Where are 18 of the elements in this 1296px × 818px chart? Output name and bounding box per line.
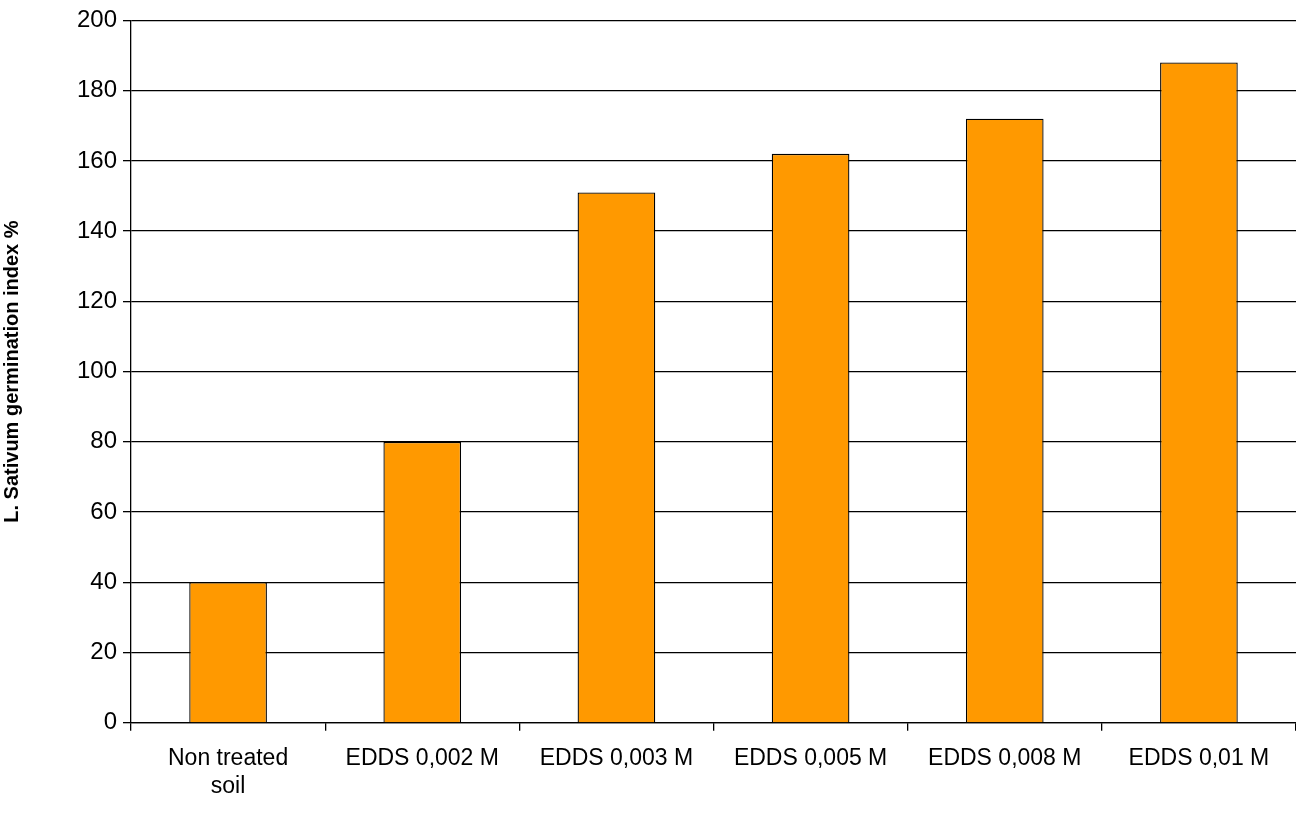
y-tick-label: 0	[103, 707, 117, 735]
y-tick-label: 80	[90, 426, 117, 454]
y-tick-label: 20	[90, 637, 117, 665]
x-tick-label: EDDS 0,008 M	[928, 743, 1082, 770]
y-tick-label: 140	[76, 215, 117, 243]
y-tick-label: 160	[76, 145, 117, 173]
y-axis-title: L. Sativum germination index %	[0, 220, 22, 523]
x-tick-label: EDDS 0,01 M	[1128, 743, 1270, 770]
y-tick-label: 200	[76, 5, 117, 33]
y-tick-label: 60	[90, 496, 117, 524]
x-tick-label: EDDS 0,003 M	[539, 743, 694, 770]
x-tick-label: EDDS 0,005 M	[733, 743, 888, 770]
y-tick-label: 120	[76, 285, 117, 313]
x-tick-label: EDDS 0,002 M	[345, 743, 499, 770]
y-tick-label: 180	[76, 75, 117, 103]
y-tick-label: 100	[76, 356, 117, 384]
x-tick-label: Non treated soil	[167, 743, 289, 798]
y-tick-label: 40	[90, 566, 117, 594]
